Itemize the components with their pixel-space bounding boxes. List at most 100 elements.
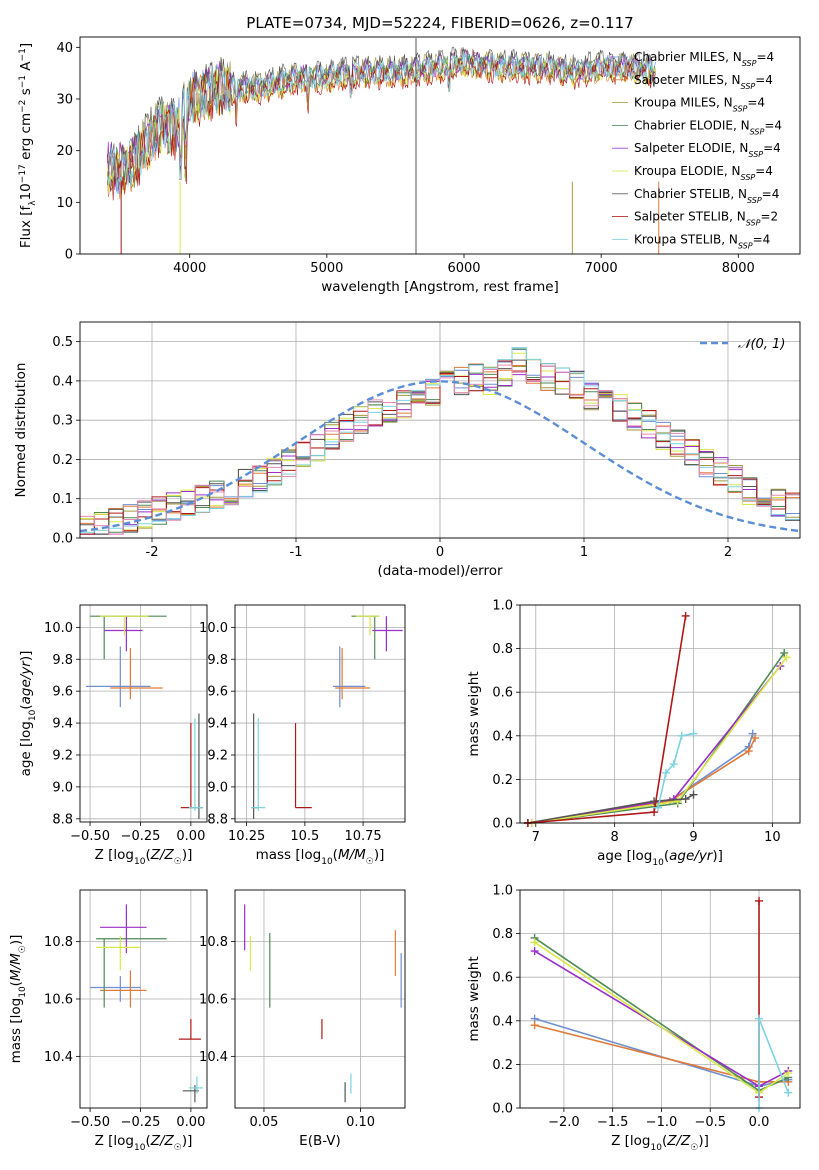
y-tick-label: 10.4 (199, 1050, 228, 1065)
y-tick-label: 9.2 (207, 748, 228, 763)
y-axis-label: Normed distribution (13, 363, 29, 498)
x-tick-label: 0.05 (250, 1115, 279, 1130)
legend-label: Kroupa STELIB, NSSP=4 (634, 232, 770, 250)
x-tick-label: 6000 (447, 261, 480, 276)
x-tick-label: −1.5 (597, 1115, 629, 1130)
x-tick-label: 8 (611, 830, 619, 845)
y-axis-label: mass weight (466, 671, 482, 756)
x-tick-label: 9 (689, 830, 697, 845)
mass_vs_Z-panel: −0.50 −0.25 0.00 10.4 10.6 10.8 Z [log10(Z/Z☉)… (8, 889, 208, 1153)
y-tick-label: 0.6 (492, 971, 513, 986)
gaussian-curve (79, 380, 801, 533)
y-tick-label: 9.4 (207, 717, 228, 732)
x-axis-label: (data-model)/error (377, 563, 503, 579)
y-tick-label: 10.6 (44, 993, 73, 1008)
y-axis-label: age [log10(age/yr)] (18, 651, 38, 777)
x-axis-label: wavelength [Angstrom, rest frame] (321, 279, 559, 295)
age_vs_mass-panel: 10.25 10.5 10.75 8.8 9.0 9.2 9.4 9.6 9.8 10.0 mass… (199, 604, 406, 867)
x-tick-label: 10.75 (344, 829, 381, 844)
y-tick-label: 9.0 (52, 780, 73, 795)
y-tick-label: 0.8 (492, 642, 513, 657)
x-tick-label: 5000 (310, 261, 343, 276)
x-axis-label: mass [log10(M/M☉)] (256, 847, 385, 867)
spectrum-line (107, 46, 656, 186)
y-tick-label: 30 (56, 93, 73, 108)
y-tick-label: 0.0 (492, 1102, 513, 1117)
x-tick-label: 0.0 (749, 1115, 770, 1130)
y-tick-label: 10.8 (199, 935, 228, 950)
x-tick-label: 2 (724, 545, 732, 560)
y-tick-label: 9.8 (207, 653, 228, 668)
x-tick-label: −0.50 (70, 1115, 110, 1130)
y-tick-label: 0.2 (492, 773, 513, 788)
x-tick-label: 10 (764, 830, 781, 845)
y-tick-label: 8.8 (52, 812, 73, 827)
spectrum-line (107, 56, 656, 200)
y-tick-label: 0.1 (52, 492, 73, 507)
y-tick-label: 1.0 (492, 599, 513, 614)
y-tick-label: 20 (56, 144, 73, 159)
x-tick-label: -2 (146, 545, 159, 560)
y-tick-label: 0.3 (52, 414, 73, 429)
x-tick-label: 10.25 (228, 829, 265, 844)
weight-line (758, 1018, 790, 1108)
y-tick-label: 1.0 (492, 884, 513, 899)
y-tick-label: 9.2 (52, 748, 73, 763)
y-tick-label: 10.0 (44, 621, 73, 636)
y-tick-label: 9.6 (207, 685, 228, 700)
axes-frame (79, 321, 801, 539)
residuals-panel: -2 -1 0 1 2 0.0 0.1 0.2 0.3 0.4 0.5 𝒩(0, 1) (data-mo… (13, 321, 801, 579)
y-axis-label: mass weight (466, 956, 482, 1041)
x-tick-label: 0 (436, 545, 444, 560)
x-tick-label: 4000 (173, 261, 206, 276)
x-tick-label: 1 (580, 545, 588, 560)
x-tick-label: 7 (532, 830, 540, 845)
y-tick-label: 0.2 (52, 453, 73, 468)
y-tick-label: 0.2 (492, 1058, 513, 1073)
x-tick-label: 0.00 (176, 1115, 205, 1130)
x-axis-label: Z [log10(Z/Z☉)] (95, 847, 193, 867)
legend-label: Chabrier MILES, NSSP=4 (634, 50, 774, 68)
x-tick-label: −0.25 (121, 829, 161, 844)
age_vs_Z-panel: −0.50 −0.25 0.00 8.8 9.0 9.2 9.4 9.6 9.8 10.0 Z [l… (18, 604, 208, 867)
legend-label: Salpeter MILES, NSSP=4 (634, 73, 773, 91)
y-tick-label: 9.0 (207, 780, 228, 795)
spectrum-line (107, 53, 656, 192)
histogram-step (80, 364, 800, 535)
x-tick-label: 0.10 (346, 1115, 375, 1130)
y-tick-label: 0 (65, 248, 73, 263)
y-tick-label: 0.6 (492, 686, 513, 701)
spectrum-line (107, 57, 656, 201)
histogram-step (80, 360, 800, 535)
y-tick-label: 0.0 (52, 532, 73, 547)
y-tick-label: 40 (56, 41, 73, 56)
legend-label: Salpeter STELIB, NSSP=2 (634, 210, 778, 228)
x-axis-label: age [log10(age/yr)] (597, 848, 723, 868)
y-tick-label: 10.8 (44, 935, 73, 950)
spectrum-line (107, 51, 656, 195)
axes-frame (79, 889, 208, 1109)
y-tick-label: 10.6 (199, 993, 228, 1008)
legend-label: Salpeter ELODIE, NSSP=4 (634, 141, 781, 159)
axes-frame (234, 604, 406, 823)
x-tick-label: −2.0 (548, 1115, 580, 1130)
x-axis-label: Z [log10(Z/Z☉)] (95, 1133, 193, 1153)
x-tick-label: −0.25 (121, 1115, 161, 1130)
y-tick-label: 0.4 (492, 1014, 513, 1029)
weight-line (527, 793, 694, 824)
y-tick-label: 10 (56, 196, 73, 211)
legend-label: Chabrier ELODIE, NSSP=4 (634, 118, 782, 136)
y-tick-label: 0.4 (52, 374, 73, 389)
x-tick-label: 7000 (585, 261, 618, 276)
y-tick-label: 10.4 (44, 1050, 73, 1065)
weight-line (531, 656, 788, 824)
legend-label: Kroupa MILES, NSSP=4 (634, 96, 765, 114)
chart-title: PLATE=0734, MJD=52224, FIBERID=0626, z=0… (246, 14, 633, 32)
x-tick-label: 8000 (722, 261, 755, 276)
legend-label: Kroupa ELODIE, NSSP=4 (634, 164, 773, 182)
y-axis-label: Flux [fλ10−17 erg cm−2 s−1 A−1] (18, 43, 38, 248)
weight-line (527, 737, 756, 824)
x-axis-label: Z [log10(Z/Z☉)] (611, 1133, 709, 1153)
weight-line (531, 652, 785, 824)
